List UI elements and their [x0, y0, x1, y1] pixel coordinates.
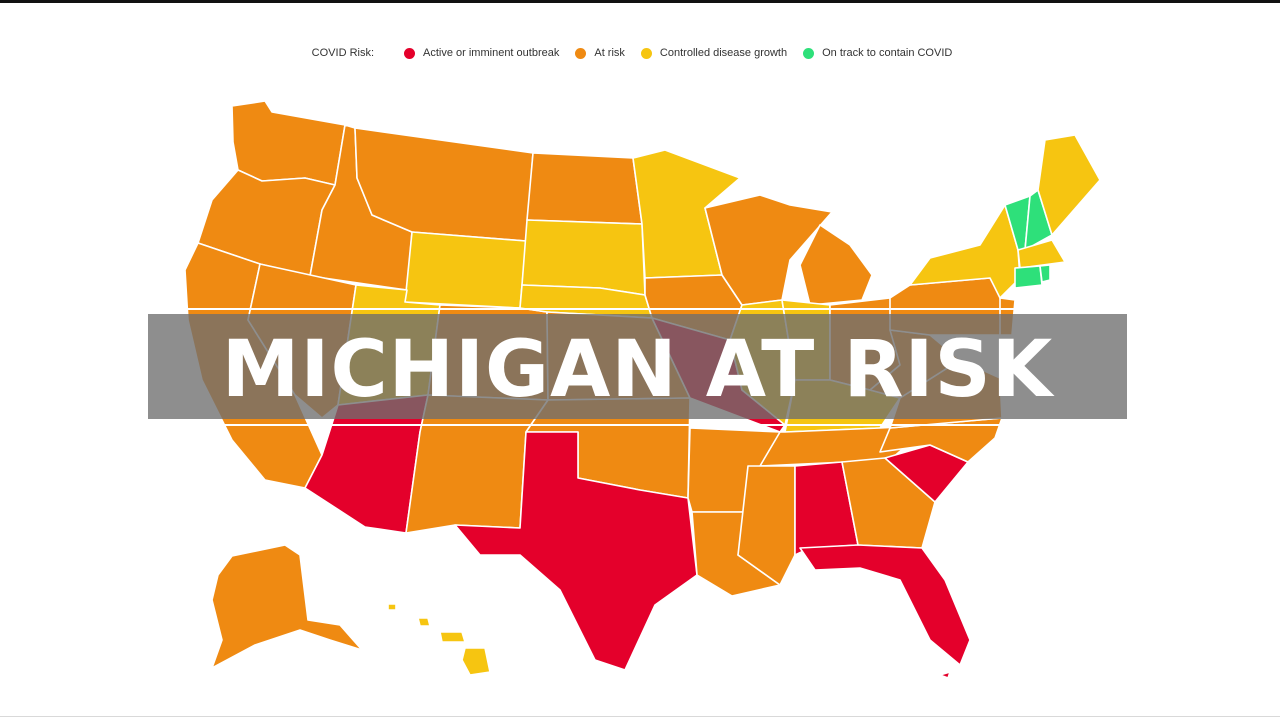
- legend-item-outbreak: Active or imminent outbreak: [404, 47, 559, 59]
- top-edge-bar: [0, 0, 1280, 3]
- map-legend: COVID Risk: Active or imminent outbreak …: [0, 47, 1280, 59]
- state-wi[interactable]: [704, 194, 833, 306]
- legend-item-on-track: On track to contain COVID: [803, 47, 952, 59]
- state-ms[interactable]: [737, 465, 796, 586]
- headline-text: MICHIGAN AT RISK: [221, 324, 1054, 415]
- bottom-divider: [0, 716, 1280, 717]
- state-ak[interactable]: [211, 544, 363, 669]
- legend-dot-orange-icon: [575, 47, 587, 59]
- legend-title: COVID Risk:: [311, 47, 375, 59]
- state-tx[interactable]: [454, 431, 698, 671]
- state-fl[interactable]: [799, 544, 971, 666]
- banner-top-border: [0, 308, 1280, 310]
- state-ct[interactable]: [1014, 265, 1043, 289]
- legend-label: Active or imminent outbreak: [423, 47, 560, 59]
- legend-label: Controlled disease growth: [659, 47, 788, 59]
- fl-keys-fragment: [939, 671, 951, 679]
- legend-dot-red-icon: [404, 47, 416, 59]
- legend-dot-yellow-icon: [640, 47, 652, 59]
- state-ga[interactable]: [841, 457, 936, 549]
- headline-banner: MICHIGAN AT RISK: [148, 314, 1127, 419]
- state-mi[interactable]: [799, 224, 873, 306]
- legend-dot-green-icon: [803, 47, 815, 59]
- state-ri[interactable]: [1039, 264, 1051, 283]
- legend-label: At risk: [594, 47, 625, 59]
- legend-label: On track to contain COVID: [822, 47, 953, 59]
- state-me[interactable]: [1037, 134, 1101, 236]
- legend-item-at-risk: At risk: [575, 47, 625, 59]
- state-wa[interactable]: [231, 100, 346, 186]
- state-wy[interactable]: [404, 231, 527, 309]
- state-sd[interactable]: [521, 219, 646, 296]
- state-ma[interactable]: [1017, 239, 1066, 269]
- legend-item-controlled: Controlled disease growth: [640, 47, 788, 59]
- state-hi[interactable]: [387, 603, 491, 676]
- banner-bottom-border: [0, 424, 1280, 426]
- state-nd[interactable]: [526, 152, 643, 225]
